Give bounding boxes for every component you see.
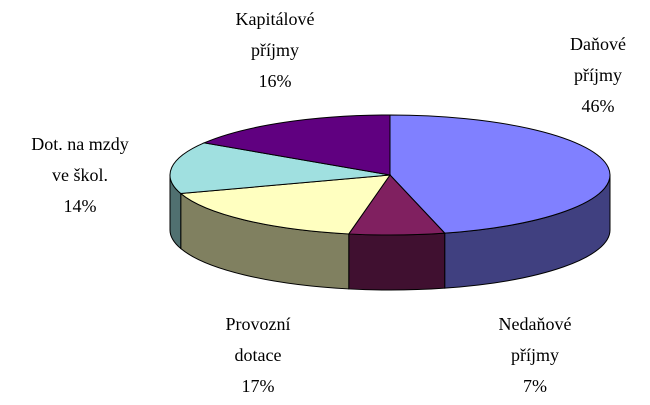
label-line: příjmy xyxy=(251,40,299,60)
label-line: ve škol. xyxy=(52,165,108,185)
value-label: 46% xyxy=(582,96,615,116)
slice-label: Daňové příjmy xyxy=(570,34,626,85)
slice xyxy=(202,114,391,176)
value-label: 16% xyxy=(259,71,292,91)
label-line: Nedaňové xyxy=(499,314,572,334)
value-label: 7% xyxy=(523,376,547,396)
slice xyxy=(179,174,392,235)
slice xyxy=(389,114,611,234)
slice-side xyxy=(348,232,446,291)
label-line: Daňové xyxy=(570,34,626,54)
slice-label: Provozní dotace xyxy=(226,314,291,365)
label-line: Kapitálové xyxy=(236,9,315,29)
slice-label: Dot. na mzdy ve škol. xyxy=(31,134,128,185)
label-line: příjmy xyxy=(574,65,622,85)
slice-label: Nedaňové příjmy xyxy=(499,314,572,365)
label-line: dotace xyxy=(235,345,282,365)
label-line: Provozní xyxy=(226,314,291,334)
slice-label: Kapitálové příjmy xyxy=(236,9,315,60)
slice xyxy=(169,142,391,195)
label-line: příjmy xyxy=(511,345,559,365)
label-line: Dot. na mzdy xyxy=(31,134,128,154)
value-label: 14% xyxy=(64,196,97,216)
value-label: 17% xyxy=(242,376,275,396)
